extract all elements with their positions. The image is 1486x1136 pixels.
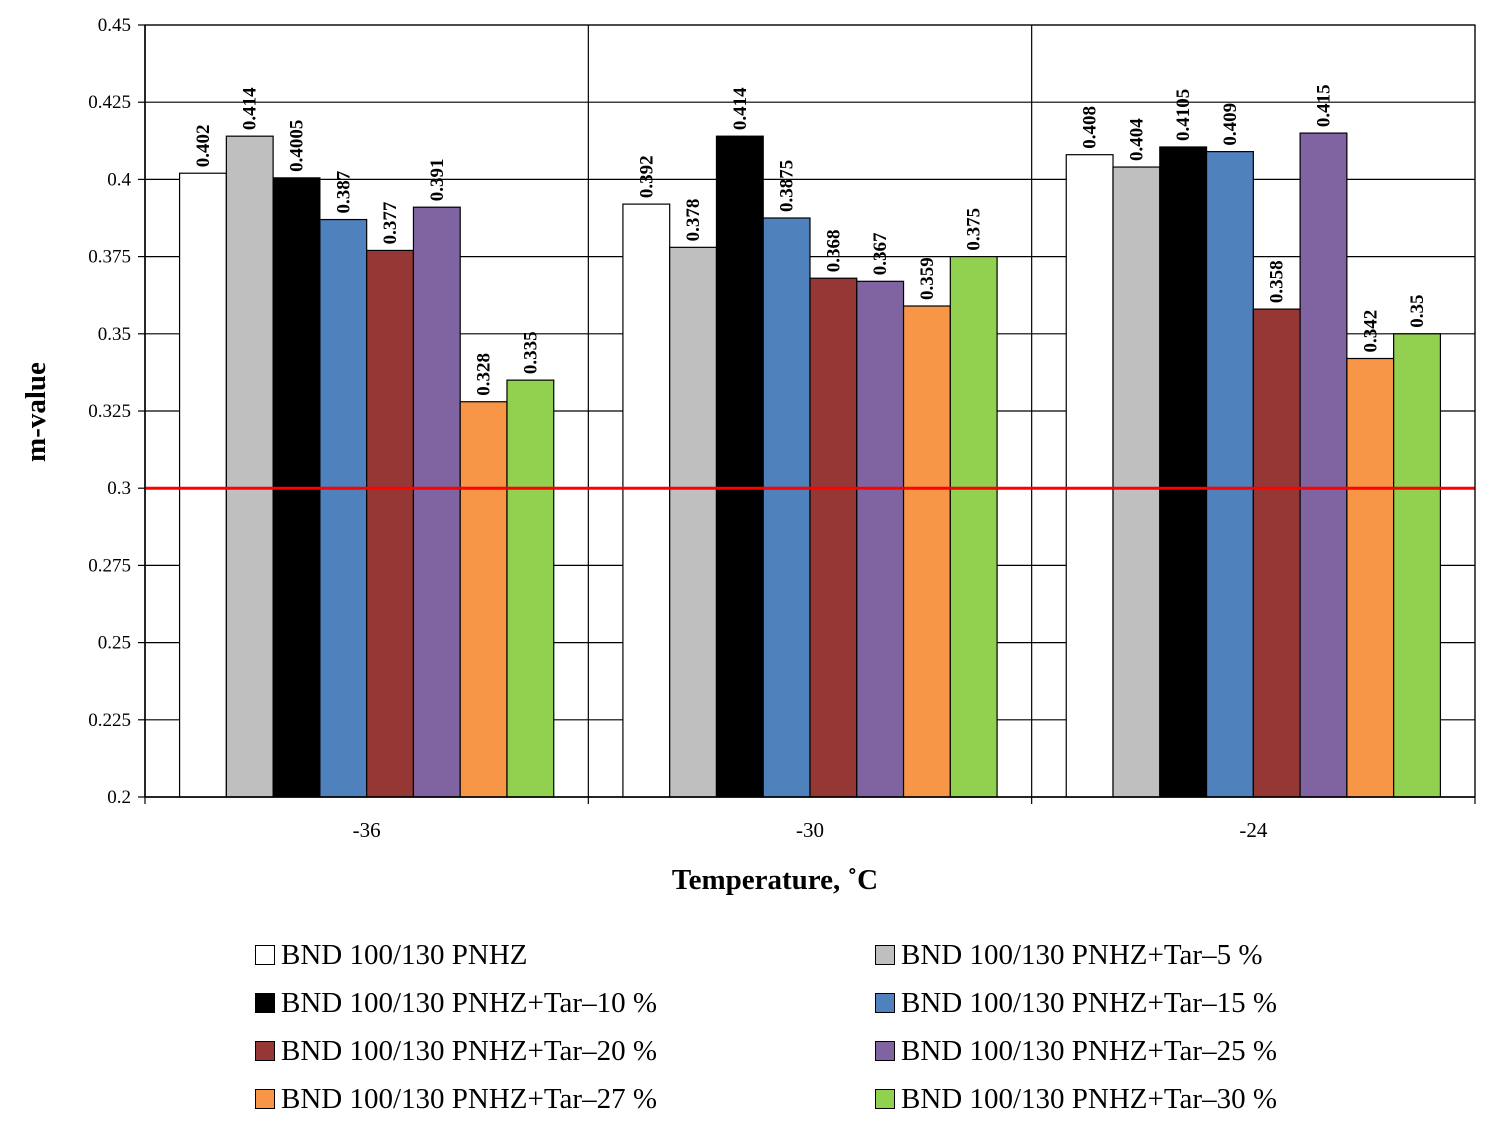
x-category-label: -36 xyxy=(353,818,381,842)
legend-item: BND 100/130 PNHZ+Tar–27 % xyxy=(255,1079,657,1119)
y-axis-title: m-value xyxy=(20,362,52,462)
legend-item: BND 100/130 PNHZ+Tar–10 % xyxy=(255,983,657,1023)
bar xyxy=(412,206,461,798)
data-label: 0.335 xyxy=(520,331,541,374)
legend-swatch xyxy=(875,1041,895,1061)
bar xyxy=(1205,151,1254,798)
y-tick-label: 0.35 xyxy=(98,324,131,345)
y-tick-label: 0.3 xyxy=(107,478,131,499)
bar xyxy=(319,218,368,798)
bar xyxy=(366,249,415,798)
bar xyxy=(1252,308,1301,798)
y-tick-label: 0.25 xyxy=(98,633,131,654)
data-labels-layer: 0.402 0.392 0.408 0.414 0.378 0.404 0.4005 0.41… xyxy=(193,84,1428,395)
bar xyxy=(949,256,998,798)
legend-label: BND 100/130 PNHZ+Tar–15 % xyxy=(901,986,1277,1019)
legend-swatch xyxy=(255,945,275,965)
legend-item: BND 100/130 PNHZ+Tar–15 % xyxy=(875,983,1277,1023)
bar xyxy=(1393,333,1442,798)
legend-swatch xyxy=(875,945,895,965)
bar xyxy=(459,401,508,798)
legend-item: BND 100/130 PNHZ+Tar–20 % xyxy=(255,1031,657,1071)
data-label: 0.414 xyxy=(240,87,261,130)
bar xyxy=(1112,166,1161,798)
bar xyxy=(902,305,951,798)
bar xyxy=(809,277,858,798)
legend-label: BND 100/130 PNHZ+Tar–30 % xyxy=(901,1082,1277,1115)
data-label: 0.415 xyxy=(1313,84,1334,127)
legend-item: BND 100/130 PNHZ+Tar–5 % xyxy=(875,935,1263,975)
plot-frame xyxy=(144,24,1476,798)
bar xyxy=(225,135,274,798)
legend-item: BND 100/130 PNHZ+Tar–30 % xyxy=(875,1079,1277,1119)
data-label: 0.402 xyxy=(193,124,214,167)
bar xyxy=(178,172,227,798)
bar xyxy=(1346,357,1395,798)
legend-item: BND 100/130 PNHZ+Tar–25 % xyxy=(875,1031,1277,1071)
legend-swatch xyxy=(875,993,895,1013)
axes-layer: 0.2 0.225 0.25 0.275 0.3 0.325 0.35 0.375 0.4 0.4… xyxy=(88,15,1476,842)
data-label: 0.4105 xyxy=(1173,89,1194,141)
legend-item: BND 100/130 PNHZ xyxy=(255,935,528,975)
bar xyxy=(1159,146,1208,798)
legend-label: BND 100/130 PNHZ+Tar–20 % xyxy=(281,1034,657,1067)
data-label: 0.387 xyxy=(333,170,354,213)
y-tick-label: 0.4 xyxy=(107,169,131,190)
y-tick-label: 0.375 xyxy=(88,247,131,268)
y-tick-label: 0.325 xyxy=(88,401,131,422)
chart-plot: 0.402 0.392 0.408 0.414 0.378 0.404 0.4005 0.41… xyxy=(20,15,1476,896)
data-label: 0.358 xyxy=(1267,260,1288,303)
data-label: 0.4005 xyxy=(287,120,308,172)
legend: BND 100/130 PNHZ BND 100/130 PNHZ+Tar–5 %… xyxy=(255,935,1455,1135)
legend-swatch xyxy=(255,993,275,1013)
legend-swatch xyxy=(255,1041,275,1061)
data-label: 0.414 xyxy=(730,87,751,130)
bar xyxy=(669,246,718,798)
bar xyxy=(856,280,905,798)
x-axis-title: Temperature, ˚C xyxy=(672,864,878,896)
legend-label: BND 100/130 PNHZ xyxy=(281,938,528,971)
y-tick-label: 0.425 xyxy=(88,92,131,113)
data-label: 0.368 xyxy=(823,229,844,272)
data-label: 0.328 xyxy=(474,353,495,396)
legend-swatch xyxy=(255,1089,275,1109)
legend-label: BND 100/130 PNHZ+Tar–10 % xyxy=(281,986,657,1019)
y-tick-label: 0.275 xyxy=(88,555,131,576)
legend-label: BND 100/130 PNHZ+Tar–5 % xyxy=(901,938,1263,971)
data-label: 0.375 xyxy=(964,208,985,251)
y-tick-label: 0.45 xyxy=(98,15,131,36)
bar xyxy=(1299,132,1348,798)
bar xyxy=(622,203,671,798)
bar xyxy=(1065,154,1114,798)
y-tick-label: 0.2 xyxy=(107,787,131,808)
data-label: 0.35 xyxy=(1407,295,1428,328)
data-label: 0.404 xyxy=(1126,118,1147,161)
x-category-label: -24 xyxy=(1239,818,1267,842)
data-label: 0.378 xyxy=(683,199,704,242)
bar xyxy=(762,217,811,798)
data-label: 0.377 xyxy=(380,201,401,244)
legend-label: BND 100/130 PNHZ+Tar–27 % xyxy=(281,1082,657,1115)
x-category-label: -30 xyxy=(796,818,824,842)
bar xyxy=(506,379,555,798)
data-label: 0.367 xyxy=(870,232,891,275)
bar xyxy=(715,135,764,798)
data-label: 0.392 xyxy=(636,155,657,198)
legend-label: BND 100/130 PNHZ+Tar–25 % xyxy=(901,1034,1277,1067)
data-label: 0.342 xyxy=(1360,310,1381,353)
data-label: 0.408 xyxy=(1080,106,1101,149)
y-tick-label: 0.225 xyxy=(88,710,131,731)
bars-layer xyxy=(145,132,1475,798)
data-label: 0.391 xyxy=(427,158,448,201)
data-label: 0.409 xyxy=(1220,103,1241,146)
data-label: 0.359 xyxy=(917,257,938,300)
data-label: 0.3875 xyxy=(777,160,798,212)
legend-swatch xyxy=(875,1089,895,1109)
